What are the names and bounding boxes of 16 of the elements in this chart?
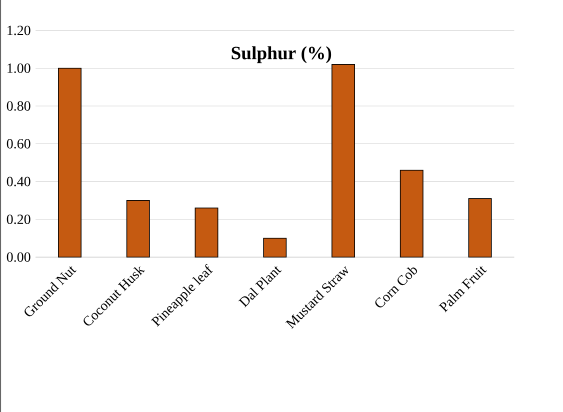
- bar: [126, 200, 150, 258]
- y-tick-label: 0.60: [6, 139, 30, 149]
- y-tick-label: 1.20: [8, 26, 30, 36]
- y-tick-label: 0.00: [6, 252, 30, 262]
- y-tick-label: 1.00: [8, 63, 30, 73]
- bar: [332, 64, 356, 258]
- y-tick-label: 0.20: [6, 214, 30, 224]
- bar: [400, 170, 424, 258]
- bar: [194, 208, 218, 258]
- bar: [263, 238, 287, 258]
- bar: [468, 198, 492, 258]
- bar: [58, 68, 82, 258]
- text: Sulphur (%): [232, 46, 332, 64]
- y-tick-label: 0.40: [6, 176, 30, 186]
- y-tick-label: 0.80: [6, 101, 30, 111]
- x-tick-label: Corn Cob: [375, 267, 418, 308]
